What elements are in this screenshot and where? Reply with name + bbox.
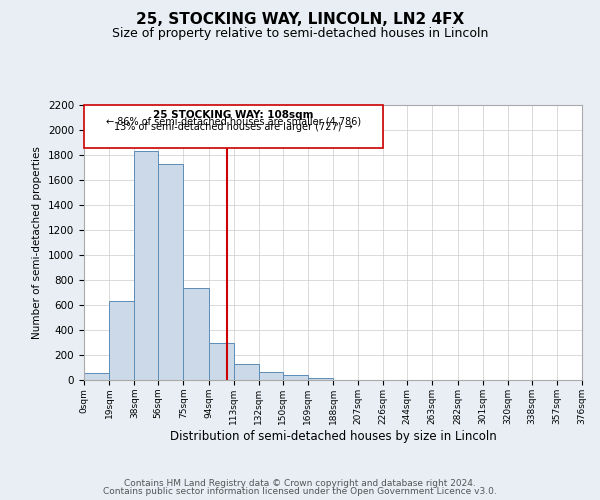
Text: Contains public sector information licensed under the Open Government Licence v3: Contains public sector information licen… (103, 487, 497, 496)
Bar (308, 378, 333, 380)
Bar (209, 342, 233, 380)
Bar (283, 375, 308, 380)
X-axis label: Distribution of semi-detached houses by size in Lincoln: Distribution of semi-detached houses by … (170, 430, 496, 442)
Bar (259, 372, 283, 380)
Text: ← 86% of semi-detached houses are smaller (4,786): ← 86% of semi-detached houses are smalle… (106, 116, 361, 126)
Bar (184, 288, 209, 380)
Bar (109, 301, 134, 380)
Text: 25 STOCKING WAY: 108sqm: 25 STOCKING WAY: 108sqm (154, 110, 314, 120)
Bar (84, 372, 109, 380)
Y-axis label: Number of semi-detached properties: Number of semi-detached properties (32, 146, 43, 339)
Bar (233, 364, 259, 380)
FancyBboxPatch shape (84, 105, 383, 148)
Text: Contains HM Land Registry data © Crown copyright and database right 2024.: Contains HM Land Registry data © Crown c… (124, 478, 476, 488)
Text: Size of property relative to semi-detached houses in Lincoln: Size of property relative to semi-detach… (112, 28, 488, 40)
Text: 13% of semi-detached houses are larger (727) →: 13% of semi-detached houses are larger (… (114, 122, 353, 132)
Text: 25, STOCKING WAY, LINCOLN, LN2 4FX: 25, STOCKING WAY, LINCOLN, LN2 4FX (136, 12, 464, 28)
Bar (134, 151, 158, 380)
Bar (158, 164, 184, 380)
